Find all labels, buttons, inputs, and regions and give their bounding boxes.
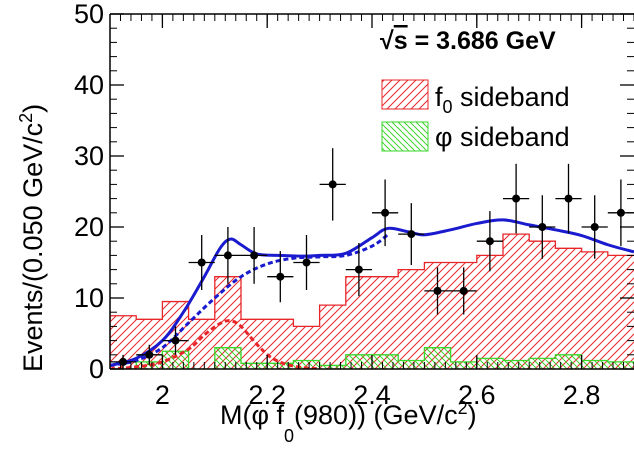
phi-sideband-bar xyxy=(241,363,268,369)
phi-sideband-outline xyxy=(110,347,634,369)
phi-sideband-histogram xyxy=(110,347,634,369)
legend-label-phi-sideband: φ sideband xyxy=(435,122,570,152)
f0-sideband-bar xyxy=(529,241,556,369)
xlabel-close: ) xyxy=(468,400,477,430)
xlabel-f-sub: 0 xyxy=(284,426,294,446)
phi-sideband-bar xyxy=(267,363,294,369)
data-point xyxy=(529,195,556,259)
phi-sideband-bar xyxy=(372,354,399,369)
f0-sideband-bar xyxy=(398,269,425,369)
legend-phi-rest: sideband xyxy=(453,122,570,152)
xlabel-lead: M( xyxy=(220,400,251,430)
legend-phi-main: φ xyxy=(435,122,453,152)
f0-sideband-bar xyxy=(503,234,530,369)
y-tick-label: 30 xyxy=(74,141,104,171)
data-point xyxy=(188,235,215,290)
xlabel-mass: (980)) (GeV/c xyxy=(294,400,458,430)
phi-sideband-bar xyxy=(581,360,608,369)
sqrt-s: s xyxy=(394,27,408,55)
data-point xyxy=(162,326,189,355)
y-axis-title: Events/(0.050 GeV/c2) xyxy=(16,104,48,372)
y-tick-label: 10 xyxy=(74,283,104,313)
data-point xyxy=(450,267,477,315)
phi-sideband-bar xyxy=(319,365,346,369)
f0-sideband-bar xyxy=(319,305,346,369)
phi-sideband-bar xyxy=(398,360,425,369)
x-tick-label: 2.6 xyxy=(458,380,496,410)
data-point xyxy=(110,354,137,369)
data-point xyxy=(319,148,346,221)
legend-swatch-phi-sideband xyxy=(381,121,429,152)
data-point xyxy=(476,211,503,272)
fit-signal-curve xyxy=(110,319,320,369)
data-point xyxy=(293,235,320,290)
x-tick-label: 2.4 xyxy=(353,380,391,410)
x-tick-label: 2.2 xyxy=(248,380,286,410)
x-tick-label: 2.8 xyxy=(563,380,601,410)
legend-f0-main: f xyxy=(435,82,443,112)
x-axis-title: M(φ f0(980)) (GeV/c2) xyxy=(220,398,477,446)
legend: f0 sideband φ sideband xyxy=(381,79,570,152)
data-point xyxy=(581,195,608,259)
f0-sideband-bar xyxy=(241,319,268,369)
f0-sideband-bar xyxy=(372,276,399,369)
phi-sideband-bar xyxy=(503,360,530,369)
ylabel-sup: 2 xyxy=(16,113,36,123)
f0-sideband-bar xyxy=(555,248,582,369)
ylabel-close: ) xyxy=(18,104,48,113)
legend-label-f0-sideband: f0 sideband xyxy=(435,82,570,117)
legend-f0-sub: 0 xyxy=(443,97,453,117)
f0-sideband-bar xyxy=(476,255,503,369)
data-point xyxy=(398,203,425,266)
axis-ticks: 2 2.2 2.4 2.6 2.8 0 10 20 30 40 50 xyxy=(74,0,634,410)
legend-f0-rest: sideband xyxy=(453,82,570,112)
data-points xyxy=(110,148,634,369)
phi-sideband-bar xyxy=(345,354,372,369)
xlabel-phi: φ xyxy=(251,400,269,430)
phi-sideband-bar xyxy=(607,361,634,369)
data-point xyxy=(267,251,294,303)
xlabel-sup: 2 xyxy=(458,398,468,418)
energy-value: = 3.686 GeV xyxy=(408,27,556,55)
phi-sideband-bar xyxy=(162,351,189,369)
phi-sideband-bar xyxy=(529,358,556,369)
f0-sideband-bar xyxy=(188,319,215,369)
phi-sideband-bar xyxy=(476,358,503,369)
data-point xyxy=(372,179,399,247)
phi-sideband-bar xyxy=(136,361,163,369)
phi-sideband-bar xyxy=(293,360,320,369)
data-point xyxy=(241,227,268,284)
xlabel-f: f xyxy=(269,400,285,430)
f0-sideband-bar xyxy=(267,319,294,369)
sqrt-symbol: √ xyxy=(380,27,394,55)
phi-sideband-bar xyxy=(214,347,241,369)
y-tick-label: 0 xyxy=(89,354,104,384)
phi-sideband-bar xyxy=(555,354,582,369)
data-point xyxy=(345,243,372,297)
ylabel-main: Events/(0.050 GeV/c xyxy=(18,123,48,372)
phi-sideband-bar xyxy=(424,347,451,369)
data-point xyxy=(214,227,241,284)
legend-swatch-f0-sideband xyxy=(381,79,429,110)
y-tick-label: 40 xyxy=(74,70,104,100)
y-tick-label: 20 xyxy=(74,212,104,242)
fit-total-curve xyxy=(110,218,634,367)
y-tick-label: 50 xyxy=(74,0,104,29)
data-point xyxy=(136,344,163,365)
data-point xyxy=(503,163,530,234)
f0-sideband-bar xyxy=(581,251,608,369)
data-point xyxy=(555,163,582,234)
phi-sideband-bar xyxy=(450,361,477,369)
data-point xyxy=(424,267,451,315)
energy-annotation: √s = 3.686 GeV xyxy=(380,27,556,55)
x-tick-label: 2 xyxy=(155,380,170,410)
